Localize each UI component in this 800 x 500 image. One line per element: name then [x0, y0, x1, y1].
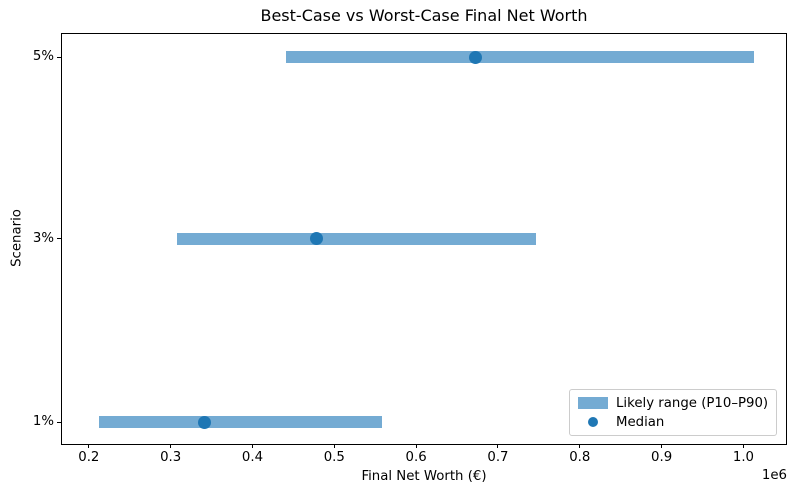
- y-tick-mark: [57, 56, 61, 58]
- x-tick-label: 0.7: [487, 450, 509, 465]
- x-tick-label: 0.5: [323, 450, 345, 465]
- x-tick-label: 0.8: [569, 450, 591, 465]
- x-tick-label: 0.6: [405, 450, 427, 465]
- median-dot-3%: [309, 232, 323, 246]
- x-axis-offset-label: 1e6: [761, 468, 787, 483]
- legend: Likely range (P10–P90) Median: [569, 389, 778, 436]
- legend-range-label: Likely range (P10–P90): [616, 395, 769, 411]
- x-tick-label: 0.4: [241, 450, 264, 465]
- range-bar-5%: [286, 51, 755, 63]
- median-dot-1%: [197, 415, 211, 429]
- x-tick-mark: [170, 444, 172, 448]
- x-tick-label: 0.9: [651, 450, 673, 465]
- range-bar-1%: [99, 416, 382, 428]
- x-tick-mark: [333, 444, 335, 448]
- legend-swatch-column: [578, 417, 608, 427]
- x-tick-mark: [415, 444, 417, 448]
- y-tick-mark: [57, 421, 61, 423]
- legend-entry-range: Likely range (P10–P90): [578, 395, 768, 411]
- x-tick-mark: [742, 444, 744, 448]
- x-tick-mark: [251, 444, 253, 448]
- x-tick-label: 0.3: [160, 450, 182, 465]
- median-dot-swatch-icon: [588, 417, 598, 427]
- x-tick-label: 0.2: [78, 450, 100, 465]
- x-tick-mark: [88, 444, 90, 448]
- legend-swatch-column: [578, 397, 608, 409]
- range-bar-3%: [177, 232, 537, 245]
- range-bar-swatch-icon: [578, 397, 608, 409]
- median-dot-5%: [469, 50, 483, 64]
- x-axis-label: Final Net Worth (€): [361, 469, 487, 484]
- y-tick-mark: [57, 238, 61, 240]
- y-tick-label: 3%: [32, 230, 54, 246]
- chart-title: Best-Case vs Worst-Case Final Net Worth: [260, 6, 588, 25]
- legend-median-label: Median: [616, 414, 665, 430]
- legend-entry-median: Median: [578, 414, 768, 430]
- x-tick-mark: [579, 444, 581, 448]
- x-tick-mark: [661, 444, 663, 448]
- y-tick-label: 1%: [32, 414, 54, 429]
- x-tick-mark: [497, 444, 499, 448]
- y-tick-label: 5%: [32, 49, 54, 64]
- x-tick-label: 1.0: [732, 450, 755, 465]
